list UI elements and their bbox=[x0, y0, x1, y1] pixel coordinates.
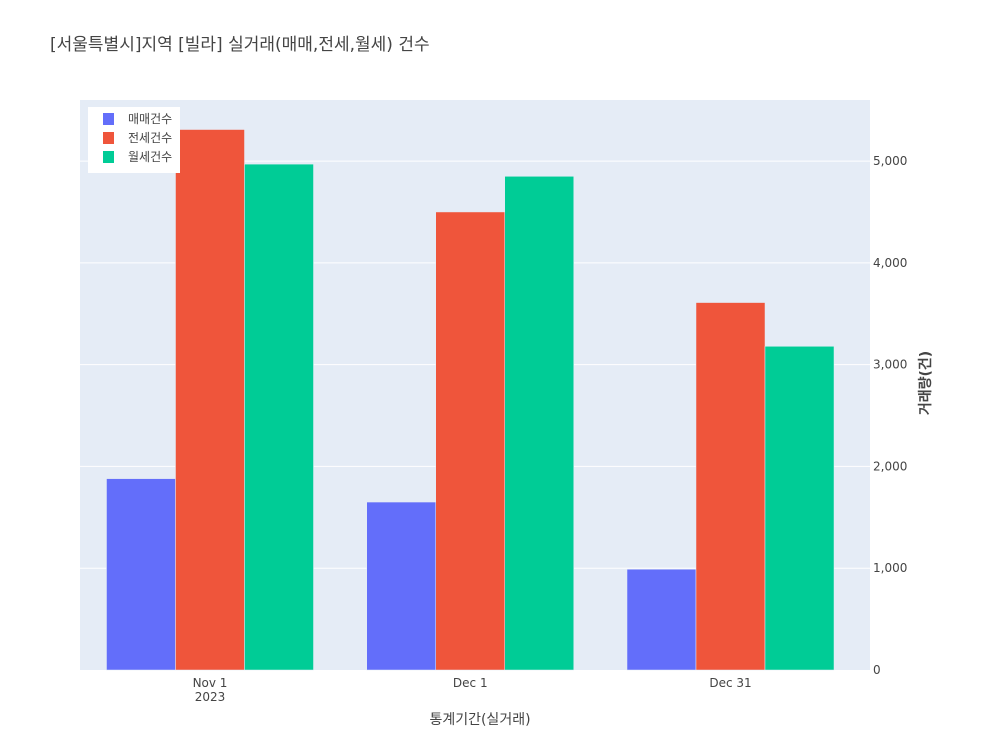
bar bbox=[106, 478, 176, 671]
bar bbox=[504, 176, 574, 671]
y-tick-label: 1,000 bbox=[873, 561, 907, 575]
legend-label: 월세건수 bbox=[128, 150, 172, 164]
y-tick-label: 2,000 bbox=[873, 459, 907, 473]
bar bbox=[764, 346, 835, 671]
x-tick-label-year: 2023 bbox=[195, 690, 226, 704]
legend-swatch bbox=[103, 151, 114, 163]
legend-label: 전세건수 bbox=[128, 131, 172, 145]
x-tick-label: Dec 1 bbox=[453, 676, 488, 690]
y-axis-title: 거래량(건) bbox=[917, 351, 934, 415]
y-tick-label: 0 bbox=[873, 663, 881, 677]
y-tick-label: 5,000 bbox=[873, 154, 907, 168]
x-axis-title: 통계기간(실거래) bbox=[429, 712, 530, 728]
x-tick-label: Dec 31 bbox=[709, 676, 751, 690]
y-tick-label: 4,000 bbox=[873, 256, 907, 270]
x-tick-label: Nov 1 bbox=[193, 676, 228, 690]
bar bbox=[244, 163, 314, 671]
bar bbox=[175, 129, 245, 671]
legend-swatch bbox=[103, 132, 114, 144]
y-axis-ticks: 0 1,000 2,000 3,000 4,000 5,000 bbox=[873, 154, 907, 677]
y-tick-label: 3,000 bbox=[873, 358, 907, 372]
bar bbox=[695, 302, 766, 671]
bar bbox=[366, 501, 436, 671]
bars bbox=[106, 129, 835, 671]
legend-label: 매매건수 bbox=[128, 112, 172, 126]
chart-title: [서울특별시]지역 [빌라] 실거래(매매,전세,월세) 건수 bbox=[50, 35, 430, 55]
bar bbox=[626, 568, 697, 671]
bar bbox=[435, 211, 505, 671]
legend-swatch bbox=[103, 113, 114, 125]
